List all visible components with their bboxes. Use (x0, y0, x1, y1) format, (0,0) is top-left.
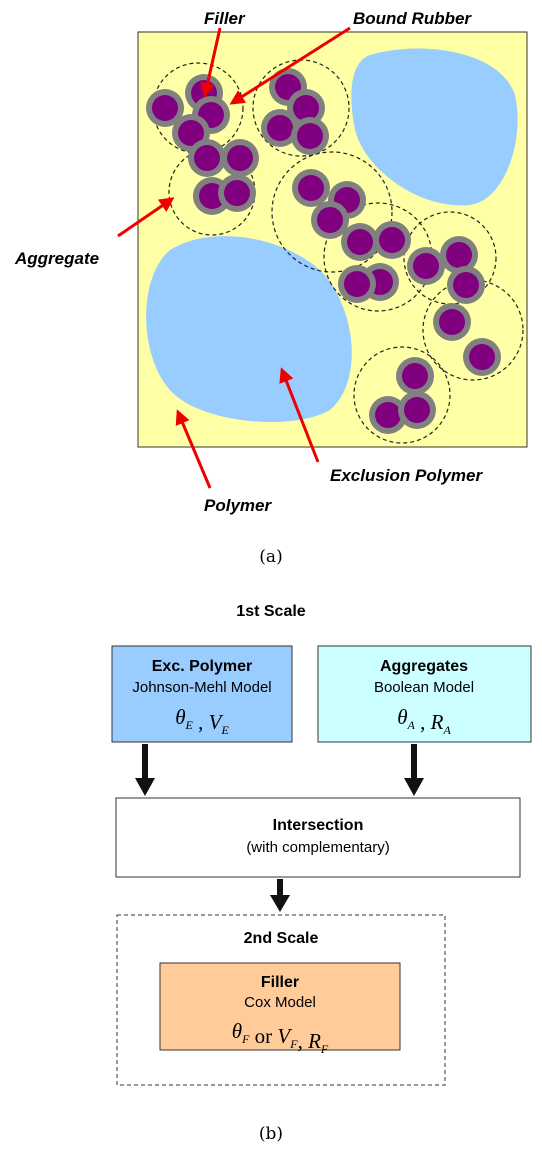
label: Exclusion Polymer (330, 466, 483, 485)
arrow (404, 778, 424, 796)
filler-particle (194, 145, 220, 171)
formula-part: , (415, 710, 431, 734)
box-subtitle: Boolean Model (374, 679, 474, 696)
formula-part: θ (232, 1019, 242, 1043)
scale-title: 2nd Scale (244, 930, 319, 947)
panel-a (138, 32, 527, 447)
box-subtitle: (with complementary) (246, 839, 389, 856)
scale-title: 1st Scale (236, 603, 305, 620)
filler-particle (347, 229, 373, 255)
filler-particle (413, 253, 439, 279)
filler-particle (469, 344, 495, 370)
panel-b: 1st Scale Exc. Polymer Johnson-Mehl Mode… (112, 603, 531, 1144)
formula-part: , (298, 1029, 309, 1053)
filler-particle (446, 242, 472, 268)
filler-particle (375, 402, 401, 428)
formula-sub: F (320, 1042, 329, 1056)
filler-particle (298, 175, 324, 201)
filler-particle (227, 145, 253, 171)
box-subtitle: Cox Model (244, 994, 316, 1011)
box-title: Aggregates (380, 658, 468, 675)
arrow (277, 879, 283, 897)
filler-particle (404, 397, 430, 423)
figure: Filler Bound Rubber Aggregate Exclusion … (0, 0, 542, 1165)
caption: (b) (259, 1124, 283, 1144)
formula-part: , (193, 710, 209, 734)
filler-particle (224, 180, 250, 206)
box-title: Intersection (273, 817, 364, 834)
filler-particle (344, 271, 370, 297)
filler-particle (439, 309, 465, 335)
label: Aggregate (14, 249, 99, 268)
filler-particle (297, 123, 323, 149)
formula-part: R (430, 710, 444, 734)
arrow (270, 895, 290, 912)
box (116, 798, 520, 877)
filler-particle (152, 95, 178, 121)
formula-sub: A (442, 723, 451, 737)
filler-particle (453, 272, 479, 298)
formula-part: or (249, 1024, 277, 1048)
label: Bound Rubber (353, 9, 472, 28)
formula-part: θ (397, 705, 407, 729)
formula-sub: E (220, 723, 229, 737)
box-title: Exc. Polymer (152, 658, 253, 675)
filler-particle (379, 227, 405, 253)
box-title: Filler (261, 974, 299, 991)
arrow (135, 778, 155, 796)
label: Filler (204, 9, 246, 28)
box-subtitle: Johnson-Mehl Model (132, 679, 271, 696)
label: Polymer (204, 496, 272, 515)
filler-particle (293, 95, 319, 121)
formula-part: R (307, 1029, 321, 1053)
caption: (a) (259, 547, 282, 567)
arrow (142, 744, 148, 780)
filler-particle (317, 207, 343, 233)
arrow (411, 744, 417, 780)
filler-particle (267, 115, 293, 141)
formula-part: θ (175, 705, 185, 729)
filler-particle (402, 363, 428, 389)
